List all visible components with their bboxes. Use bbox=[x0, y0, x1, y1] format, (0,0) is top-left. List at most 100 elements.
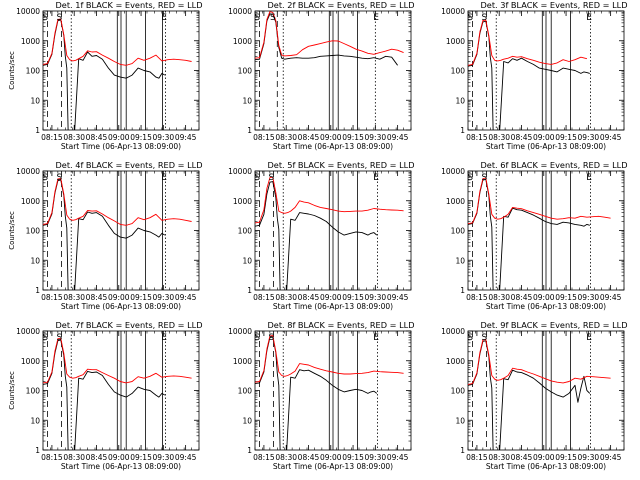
marker-label: S bbox=[481, 13, 487, 23]
marker-label: S bbox=[467, 173, 473, 183]
marker-label: E bbox=[586, 333, 592, 343]
marker-label: S bbox=[42, 333, 48, 343]
y-tick-label: 1 bbox=[35, 126, 40, 135]
marker-label: S bbox=[467, 333, 473, 343]
marker-label: S bbox=[254, 13, 260, 23]
plot-area bbox=[43, 171, 192, 290]
x-tick-label: 09:00 bbox=[108, 133, 130, 142]
panel-title: Det. 6f BLACK = Events, RED = LLD bbox=[480, 160, 627, 170]
x-tick-label: 09:30 bbox=[153, 293, 175, 302]
y-tick-label: 10 bbox=[30, 256, 40, 265]
panel-det-4: Det. 4f BLACK = Events, RED = LLD 1 10 100 1… bbox=[8, 160, 203, 311]
x-tick-label: 09:45 bbox=[175, 133, 197, 142]
y-tick-label: 10 bbox=[455, 96, 465, 105]
plot-area bbox=[255, 331, 404, 450]
marker-label: S bbox=[270, 13, 276, 23]
marker-label: S bbox=[254, 173, 260, 183]
marker-label: S bbox=[56, 13, 62, 23]
x-tick-label: 09:15 bbox=[130, 293, 152, 302]
y-tick-label: 100 bbox=[451, 387, 466, 396]
x-tick-label: 09:00 bbox=[533, 133, 555, 142]
x-tick-label: 09:15 bbox=[342, 293, 364, 302]
y-tick-label: 10 bbox=[242, 256, 252, 265]
x-tick-label: 09:00 bbox=[320, 133, 342, 142]
x-tick-label: 09:45 bbox=[175, 293, 197, 302]
x-tick-label: 09:15 bbox=[342, 133, 364, 142]
series-events-line bbox=[43, 19, 166, 130]
x-tick-label: 09:15 bbox=[342, 453, 364, 462]
y-tick-label: 10000 bbox=[228, 327, 252, 336]
y-tick-label: 100 bbox=[26, 227, 41, 236]
y-tick-label: 1 bbox=[460, 126, 465, 135]
marker-label: S bbox=[268, 173, 274, 183]
marker-label: S bbox=[56, 173, 62, 183]
series-lld-line bbox=[255, 335, 404, 383]
x-tick-label: 08:15 bbox=[466, 133, 488, 142]
x-tick-label: 08:45 bbox=[298, 133, 320, 142]
panel-det-9: Det. 9f BLACK = Events, RED = LLD 1 10 100 1… bbox=[441, 320, 627, 471]
y-tick-label: 100 bbox=[26, 67, 41, 76]
x-tick-label: 08:15 bbox=[41, 453, 63, 462]
plot-area bbox=[43, 11, 192, 130]
x-tick-label: 09:45 bbox=[600, 133, 622, 142]
x-tick-label: 09:00 bbox=[108, 453, 130, 462]
series-lld-line bbox=[255, 176, 404, 224]
series-lld-line bbox=[43, 18, 192, 66]
x-tick-label: 08:15 bbox=[466, 453, 488, 462]
x-tick-label: 08:45 bbox=[511, 453, 533, 462]
y-tick-label: 1000 bbox=[446, 357, 465, 366]
y-tick-label: 10000 bbox=[441, 167, 465, 176]
panel-title: Det. 1f BLACK = Events, RED = LLD bbox=[55, 0, 202, 10]
x-tick-label: 08:45 bbox=[86, 453, 108, 462]
marker-label: S bbox=[42, 13, 48, 23]
y-tick-label: 10 bbox=[30, 416, 40, 425]
marker-label: E bbox=[161, 333, 167, 343]
x-tick-label: 08:30 bbox=[63, 293, 85, 302]
plot-area bbox=[468, 331, 611, 450]
x-axis-label: Start Time (06-Apr-13 08:09:00) bbox=[61, 302, 181, 311]
panel-title: Det. 9f BLACK = Events, RED = LLD bbox=[480, 320, 627, 330]
y-tick-label: 1000 bbox=[233, 357, 252, 366]
y-tick-label: 1 bbox=[460, 446, 465, 455]
y-tick-label: 10 bbox=[455, 416, 465, 425]
y-tick-label: 100 bbox=[238, 67, 253, 76]
plot-area bbox=[255, 171, 404, 290]
y-tick-label: 100 bbox=[451, 67, 466, 76]
x-tick-label: 09:45 bbox=[600, 453, 622, 462]
x-tick-label: 09:00 bbox=[533, 293, 555, 302]
x-tick-label: 08:45 bbox=[298, 293, 320, 302]
x-tick-label: 08:30 bbox=[275, 133, 297, 142]
x-tick-label: 08:15 bbox=[253, 293, 275, 302]
marker-label: S bbox=[481, 173, 487, 183]
x-tick-label: 09:15 bbox=[555, 133, 577, 142]
x-tick-label: 09:45 bbox=[387, 453, 409, 462]
x-tick-label: 09:45 bbox=[387, 293, 409, 302]
x-axis-label: Start Time (06-Apr-13 08:09:00) bbox=[486, 142, 606, 151]
y-tick-label: 10 bbox=[242, 416, 252, 425]
x-tick-label: 09:30 bbox=[578, 453, 600, 462]
series-events-line bbox=[255, 181, 378, 290]
y-axis-label: Counts/sec bbox=[8, 51, 16, 90]
panel-det-3: Det. 3f BLACK = Events, RED = LLD 1 10 100 1… bbox=[441, 0, 627, 151]
x-axis-label: Start Time (06-Apr-13 08:09:00) bbox=[273, 142, 393, 151]
x-tick-label: 09:30 bbox=[578, 293, 600, 302]
y-tick-label: 1000 bbox=[21, 197, 40, 206]
x-tick-label: 09:45 bbox=[600, 293, 622, 302]
x-tick-label: 09:30 bbox=[365, 453, 387, 462]
x-tick-label: 08:30 bbox=[488, 453, 510, 462]
y-tick-label: 10 bbox=[30, 96, 40, 105]
y-tick-label: 1 bbox=[247, 126, 252, 135]
y-tick-label: 1 bbox=[35, 286, 40, 295]
y-tick-label: 10000 bbox=[441, 7, 465, 16]
series-lld-line bbox=[43, 178, 192, 226]
plot-area bbox=[255, 11, 404, 130]
series-lld-line bbox=[255, 11, 404, 59]
panel-det-7: Det. 7f BLACK = Events, RED = LLD 1 10 100 1… bbox=[8, 320, 203, 471]
plot-area bbox=[468, 11, 591, 130]
marker-label: S bbox=[56, 333, 62, 343]
y-tick-label: 1000 bbox=[21, 357, 40, 366]
y-tick-label: 1000 bbox=[446, 197, 465, 206]
series-events-line bbox=[468, 178, 590, 290]
x-axis-label: Start Time (06-Apr-13 08:09:00) bbox=[61, 462, 181, 471]
